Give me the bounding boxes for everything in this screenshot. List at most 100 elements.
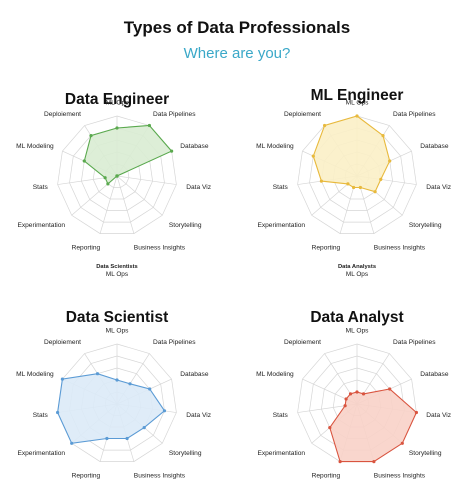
grid-spoke (116, 175, 177, 185)
data-point-database (170, 149, 174, 153)
axis-label-stats: Stats (273, 184, 289, 191)
axis-label-database: Database (180, 143, 209, 150)
axis-label-experimentation: Experimentation (257, 450, 305, 457)
data-point-business-insights (372, 460, 376, 464)
axis-label-data-pipelines: Data Pipelines (153, 339, 196, 346)
page-subtitle: Where are you? (183, 45, 291, 62)
axis-label-experimentation: Experimentation (17, 450, 65, 457)
data-point-reporting (352, 185, 356, 190)
axis-label-stats: Stats (33, 184, 49, 191)
page-title: Types of Data Professionals (123, 18, 351, 37)
data-point-experimentation (106, 182, 110, 186)
axis-label-reporting: Reporting (312, 473, 341, 480)
data-point-database (388, 159, 392, 163)
chart-title: Data Engineer (65, 91, 169, 108)
data-point-ml-ops (115, 126, 119, 130)
axis-label-ml-ops: ML Ops (106, 100, 130, 107)
axis-label-data-pipelines: Data Pipelines (153, 111, 196, 118)
grid-spoke (116, 175, 135, 234)
data-point-experimentation (346, 182, 350, 186)
data-point-data-pipelines (128, 382, 132, 386)
data-point-database (388, 387, 392, 391)
data-point-storytelling (373, 190, 377, 194)
radar-chart-3: Data Analyst ML Ops Data Pipelines Database… (256, 309, 451, 480)
data-point-ml-modeling (311, 154, 315, 158)
axis-label-data-viz: Data Viz (186, 412, 211, 419)
grid-ring (297, 115, 417, 234)
axis-label-business-insights: Business Insights (374, 473, 426, 480)
data-point-database (148, 387, 152, 391)
data-point-business-insights (125, 436, 129, 441)
data-point-business-insights (358, 185, 362, 190)
grid-spoke (116, 175, 163, 216)
data-point-data-pipelines (147, 123, 151, 128)
axis-label-storytelling: Storytelling (169, 222, 202, 229)
axis-label-reporting: Reporting (72, 473, 101, 480)
axis-label-business-insights: Business Insights (134, 245, 186, 252)
data-point-ml-ops (355, 390, 359, 394)
data-point-data-viz (414, 410, 418, 415)
chart-footnote: Data Scientists (96, 264, 138, 270)
data-point-ml-ops (115, 378, 119, 382)
axis-label-ml-ops: ML Ops (346, 328, 370, 335)
series-area (329, 388, 418, 463)
data-point-reporting (105, 436, 109, 441)
axis-label-data-viz: Data Viz (426, 184, 451, 191)
grid-spoke (99, 175, 118, 234)
chart-title: ML Engineer (311, 87, 404, 104)
data-point-deploiement (89, 134, 93, 138)
axis-label-database: Database (420, 143, 449, 150)
axis-label-reporting: Reporting (72, 245, 101, 252)
axis-label-stats: Stats (33, 412, 49, 419)
series-area (83, 124, 173, 185)
axis-label-deploiement: Deploiement (44, 339, 81, 346)
axis-label-experimentation: Experimentation (17, 222, 65, 229)
axis-label-database: Database (180, 371, 209, 378)
data-point-data-viz (162, 409, 167, 413)
axis-label-ml-ops: ML Ops (346, 100, 370, 107)
chart-footnote: ML Ops (106, 271, 128, 278)
radar-chart-2: Data Scientist ML Ops Data Pipelines Databa… (16, 309, 211, 480)
data-point-stats (103, 176, 107, 180)
axis-label-stats: Stats (273, 412, 289, 419)
data-point-stats (343, 404, 347, 408)
axis-label-storytelling: Storytelling (169, 450, 202, 457)
data-point-reporting (338, 460, 342, 464)
data-point-ml-modeling (344, 397, 348, 401)
axis-label-deploiement: Deploiement (44, 111, 81, 118)
data-point-ml-modeling (60, 377, 64, 381)
axis-label-ml-modeling: ML Modeling (16, 143, 54, 150)
chart-footnote: ML Ops (346, 271, 368, 278)
data-point-data-viz (379, 177, 383, 181)
data-point-ml-modeling (82, 159, 86, 163)
data-point-deploiement (348, 392, 353, 396)
data-point-ml-ops (355, 114, 359, 118)
chart-footnote: Data Analysts (338, 264, 376, 270)
data-point-deploiement (95, 372, 100, 376)
data-point-deploiement (323, 123, 327, 128)
axis-label-data-viz: Data Viz (426, 412, 451, 419)
chart-title: Data Analyst (310, 309, 403, 326)
axis-label-database: Database (420, 371, 449, 378)
axis-label-data-viz: Data Viz (186, 184, 211, 191)
axis-label-ml-modeling: ML Modeling (256, 143, 294, 150)
axis-label-deploiement: Deploiement (284, 111, 321, 118)
series-area (57, 373, 166, 444)
axis-label-business-insights: Business Insights (374, 245, 426, 252)
data-point-experimentation (70, 441, 74, 445)
axis-label-data-pipelines: Data Pipelines (393, 339, 436, 346)
grid-ring (57, 343, 177, 462)
axis-label-ml-modeling: ML Modeling (16, 371, 54, 378)
data-point-stats (319, 179, 323, 183)
axis-label-storytelling: Storytelling (409, 222, 442, 229)
data-point-stats (56, 410, 60, 415)
axis-label-ml-ops: ML Ops (106, 328, 130, 335)
axis-label-deploiement: Deploiement (284, 339, 321, 346)
data-point-storytelling (400, 441, 404, 445)
data-point-data-pipelines (381, 134, 385, 138)
axis-label-ml-modeling: ML Modeling (256, 371, 294, 378)
data-point-experimentation (328, 426, 332, 430)
